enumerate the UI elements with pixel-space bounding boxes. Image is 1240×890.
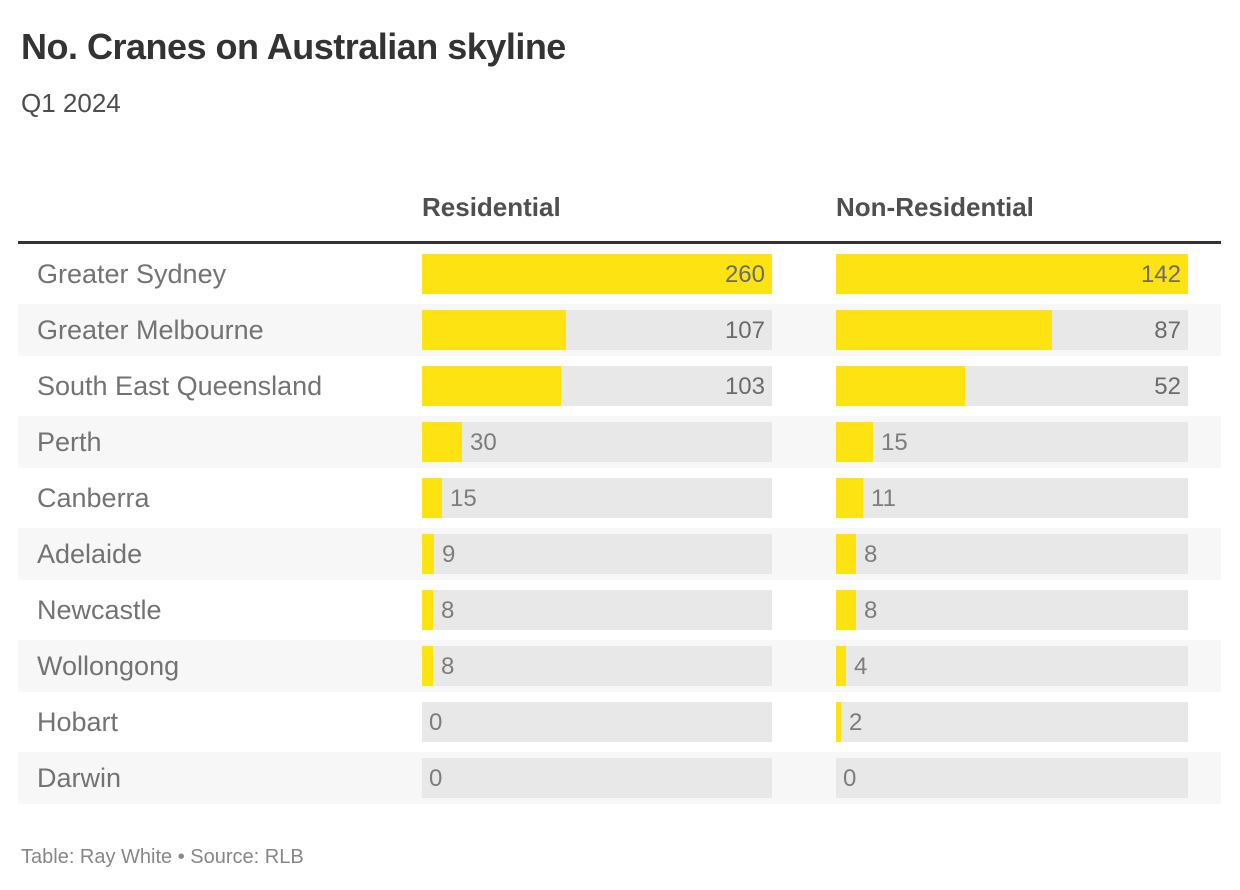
- bar: [836, 310, 1052, 350]
- bar-value: 9: [442, 541, 456, 568]
- row-label: Hobart: [37, 706, 119, 737]
- row-label: Darwin: [37, 762, 122, 793]
- bar-value: 8: [441, 597, 455, 624]
- bar: [422, 534, 434, 574]
- column-header-non-residential: Non-Residential: [836, 192, 1034, 222]
- bar-value: 0: [429, 765, 443, 792]
- bar: [422, 478, 442, 518]
- table-row: Wollongong 8 4: [18, 638, 1221, 694]
- table-row: Perth 30 15: [18, 414, 1221, 470]
- bar: [836, 646, 846, 686]
- table-row: Darwin 0 0: [18, 750, 1221, 806]
- bar-value: 87: [1154, 317, 1181, 344]
- table-row: Greater Sydney 260 142: [18, 246, 1221, 302]
- row-label: Greater Melbourne: [37, 314, 264, 345]
- bar-value: 142: [1140, 261, 1181, 288]
- bar-value: 52: [1154, 373, 1181, 400]
- bar: [836, 366, 965, 406]
- bar-value: 0: [843, 765, 857, 792]
- non-residential-bar-cell: 87: [836, 310, 1188, 350]
- residential-bar-cell: 15: [422, 478, 772, 518]
- table-row: Hobart 0 2: [18, 694, 1221, 750]
- source-attribution: Table: Ray White • Source: RLB: [21, 846, 304, 868]
- bar-value: 8: [441, 653, 455, 680]
- table-row: South East Queensland 103 52: [18, 358, 1221, 414]
- column-header-row: Residential Non-Residential: [18, 192, 1221, 226]
- non-residential-bar-cell: 2: [836, 702, 1188, 742]
- table-row: Newcastle 8 8: [18, 582, 1221, 638]
- row-label: Perth: [37, 426, 102, 457]
- residential-bar-cell: 260: [422, 254, 772, 294]
- bar-value: 4: [854, 653, 868, 680]
- residential-bar-cell: 30: [422, 422, 772, 462]
- bar: [422, 646, 433, 686]
- row-label: Wollongong: [37, 650, 180, 681]
- column-header-residential: Residential: [422, 192, 561, 222]
- bar-value: 8: [864, 597, 878, 624]
- residential-bar-cell: 103: [422, 366, 772, 406]
- bar-value: 103: [724, 373, 765, 400]
- row-label: Canberra: [37, 482, 150, 513]
- bar: [836, 534, 856, 574]
- bar-value: 11: [871, 485, 896, 512]
- bar: [836, 254, 1188, 294]
- table-row: Greater Melbourne 107 87: [18, 302, 1221, 358]
- bar: [422, 310, 566, 350]
- bar: [836, 590, 856, 630]
- bar: [422, 366, 561, 406]
- non-residential-bar-cell: 4: [836, 646, 1188, 686]
- residential-bar-cell: 8: [422, 646, 772, 686]
- residential-bar-cell: 107: [422, 310, 772, 350]
- non-residential-bar-cell: 11: [836, 478, 1188, 518]
- residential-bar-cell: 0: [422, 702, 772, 742]
- header-rule: [18, 241, 1221, 244]
- bar: [422, 590, 433, 630]
- bar-value: 15: [881, 429, 908, 456]
- bar: [836, 422, 873, 462]
- bar: [836, 478, 863, 518]
- bar-value: 107: [724, 317, 765, 344]
- bar-value: 15: [450, 485, 477, 512]
- non-residential-bar-cell: 142: [836, 254, 1188, 294]
- non-residential-bar-cell: 8: [836, 534, 1188, 574]
- bar-value: 30: [470, 429, 497, 456]
- table-row: Adelaide 9 8: [18, 526, 1221, 582]
- residential-bar-cell: 0: [422, 758, 772, 798]
- table-row: Canberra 15 11: [18, 470, 1221, 526]
- bar-value: 0: [429, 709, 443, 736]
- bar-value: 260: [724, 261, 765, 288]
- residential-bar-cell: 8: [422, 590, 772, 630]
- residential-bar-cell: 9: [422, 534, 772, 574]
- bar: [836, 702, 841, 742]
- row-label: Newcastle: [37, 594, 162, 625]
- non-residential-bar-cell: 8: [836, 590, 1188, 630]
- chart-subtitle: Q1 2024: [21, 88, 121, 118]
- row-label: South East Queensland: [37, 370, 323, 401]
- bar-table-body: Greater Sydney 260 142 Greater Melbourne 107…: [18, 246, 1221, 806]
- non-residential-bar-cell: 52: [836, 366, 1188, 406]
- chart-title: No. Cranes on Australian skyline: [21, 26, 566, 67]
- bar: [422, 254, 772, 294]
- non-residential-bar-cell: 0: [836, 758, 1188, 798]
- bar-value: 8: [864, 541, 878, 568]
- bar-value: 2: [849, 709, 863, 736]
- bar: [422, 422, 462, 462]
- row-label: Greater Sydney: [37, 258, 227, 289]
- row-label: Adelaide: [37, 538, 143, 569]
- non-residential-bar-cell: 15: [836, 422, 1188, 462]
